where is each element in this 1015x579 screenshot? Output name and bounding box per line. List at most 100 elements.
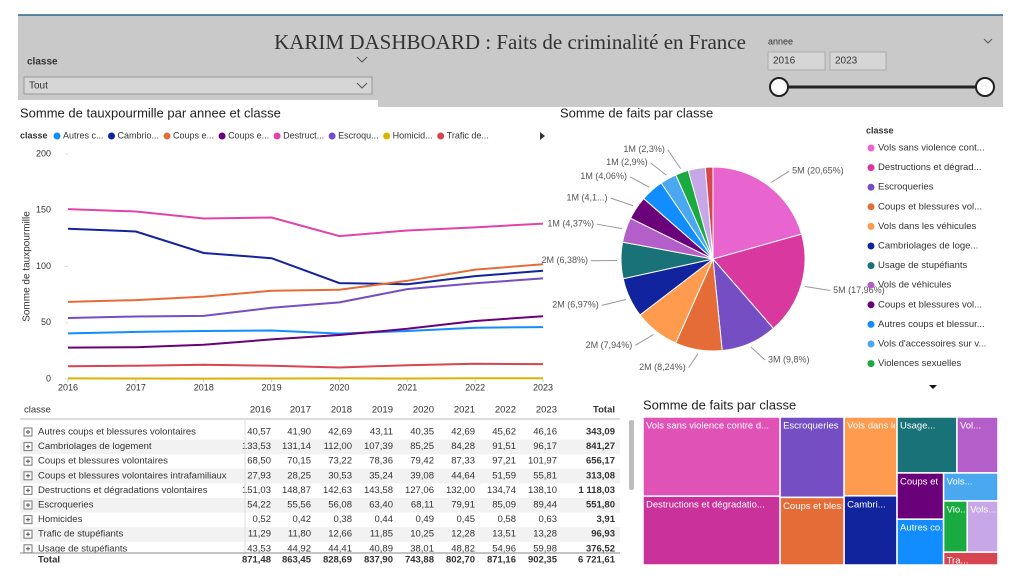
leader-line <box>750 346 766 361</box>
range-handle[interactable] <box>769 77 789 97</box>
cell: 11,85 <box>370 529 393 540</box>
cell: 13,51 <box>492 529 516 540</box>
cell: 132,00 <box>446 485 475 496</box>
cell: 68,50 <box>247 456 271 467</box>
x-tick-label: 2017 <box>126 382 146 392</box>
cell: 0,45 <box>457 514 476 525</box>
tile-label: Vols sans violence contre d... <box>646 421 769 432</box>
range-start[interactable]: 2016 <box>773 56 796 67</box>
range-end[interactable]: 2023 <box>835 56 858 67</box>
cell: 138,10 <box>528 485 557 496</box>
cell: 0,38 <box>334 514 353 525</box>
treemap-tile <box>942 551 999 566</box>
slicer-chevron[interactable] <box>983 38 993 44</box>
legend-label: Coups et blessures vol... <box>878 201 982 212</box>
dashboard-title: KARIM DASHBOARD : Faits de criminalité e… <box>274 30 746 54</box>
line-series <box>67 315 544 349</box>
cell: 148,87 <box>282 485 311 496</box>
pie-slice <box>712 233 806 330</box>
legend-label: Escroqueries <box>878 182 934 193</box>
cell: Cambriolages de logement <box>38 441 152 452</box>
leader-line <box>610 197 634 207</box>
range-handle[interactable] <box>975 77 995 97</box>
legend-label: Coups e... <box>173 130 214 140</box>
row-band <box>20 527 620 542</box>
cell: Usage de stupéfiants <box>38 543 128 554</box>
line-series <box>67 277 544 319</box>
legend-swatch <box>867 320 875 328</box>
cell: Coups et blessures volontaires intrafami… <box>38 470 227 481</box>
column-header: Total <box>593 405 615 416</box>
leader-line <box>650 162 667 176</box>
cell: 85,25 <box>410 441 434 452</box>
cell: 12,66 <box>328 529 352 540</box>
pie-slice <box>704 166 714 260</box>
data-label: 5M (20,65%) <box>792 166 844 176</box>
cell: 39,08 <box>410 470 434 481</box>
legend-more-arrow[interactable] <box>929 385 937 389</box>
cell: 42,69 <box>451 427 475 438</box>
cell: 73,22 <box>328 456 352 467</box>
data-label: 2M (7,94%) <box>586 340 633 350</box>
leader-line <box>634 333 654 346</box>
leader-line <box>667 149 682 169</box>
cell: 343,09 <box>586 427 615 438</box>
dropdown-chevron[interactable] <box>356 82 368 89</box>
tile-label: Coups et ... <box>900 476 949 487</box>
cell: 42,69 <box>328 427 352 438</box>
slicer-gap <box>18 100 378 107</box>
leader-line <box>688 353 699 368</box>
chart-title: Somme de faits par classe <box>643 397 796 412</box>
legend-more-arrow[interactable] <box>540 132 545 140</box>
cell: 151,03 <box>242 485 271 496</box>
legend-label: Destruct... <box>283 130 324 140</box>
cell: 28,25 <box>287 470 311 481</box>
data-label: 1M (2,3%) <box>623 144 665 154</box>
cell: 63,40 <box>369 500 393 511</box>
dropdown[interactable] <box>23 76 373 95</box>
total-cell: 902,35 <box>528 555 558 566</box>
range-start-input[interactable] <box>767 51 826 71</box>
leader-line <box>601 298 627 306</box>
pie-slice <box>712 166 803 260</box>
column-header: 2021 <box>454 405 475 416</box>
cell: 0,52 <box>253 514 272 525</box>
column-header: classe <box>24 405 51 416</box>
total-cell: 871,16 <box>487 555 516 566</box>
range-end-input[interactable] <box>829 51 887 71</box>
cell: 35,24 <box>369 470 393 481</box>
legend-swatch <box>218 132 226 140</box>
cell: 44,41 <box>328 543 352 554</box>
cell: 133,53 <box>242 441 271 452</box>
cell: 127,06 <box>405 485 434 496</box>
legend-label: Cambriolages de loge... <box>878 241 978 252</box>
column-header: 2019 <box>372 405 393 416</box>
cell: Trafic de stupéfiants <box>38 529 123 540</box>
expand-plus <box>26 488 30 493</box>
legend-swatch <box>867 183 875 191</box>
line-series <box>67 208 544 238</box>
tile-label: Vols... <box>947 476 973 487</box>
tile-label: Vols... <box>970 504 996 515</box>
cell: 0,63 <box>539 514 558 525</box>
slicer-chevron[interactable] <box>356 56 368 63</box>
expand-plus <box>26 546 30 551</box>
cell: 54,96 <box>492 543 516 554</box>
cell: 131,14 <box>282 441 311 452</box>
legend-label: Homicid... <box>393 130 433 140</box>
x-tick-label: 2020 <box>329 382 349 392</box>
cell: 78,36 <box>369 456 393 467</box>
cell: 11,80 <box>288 529 311 540</box>
expand-plus <box>26 444 30 449</box>
dropdown-value[interactable]: Tout <box>29 81 48 92</box>
tile-label: Vol... <box>960 421 981 432</box>
cell: 44,92 <box>287 543 311 554</box>
total-cell: Total <box>38 555 60 566</box>
cell: 79,91 <box>451 500 475 511</box>
scrollbar[interactable] <box>629 420 634 490</box>
y-tick-label: 150 <box>36 205 51 215</box>
cell: 44,64 <box>451 470 475 481</box>
legend-swatch <box>867 242 875 250</box>
legend-swatch <box>437 132 445 140</box>
tile-label: Vols dans les véh... <box>847 421 929 432</box>
